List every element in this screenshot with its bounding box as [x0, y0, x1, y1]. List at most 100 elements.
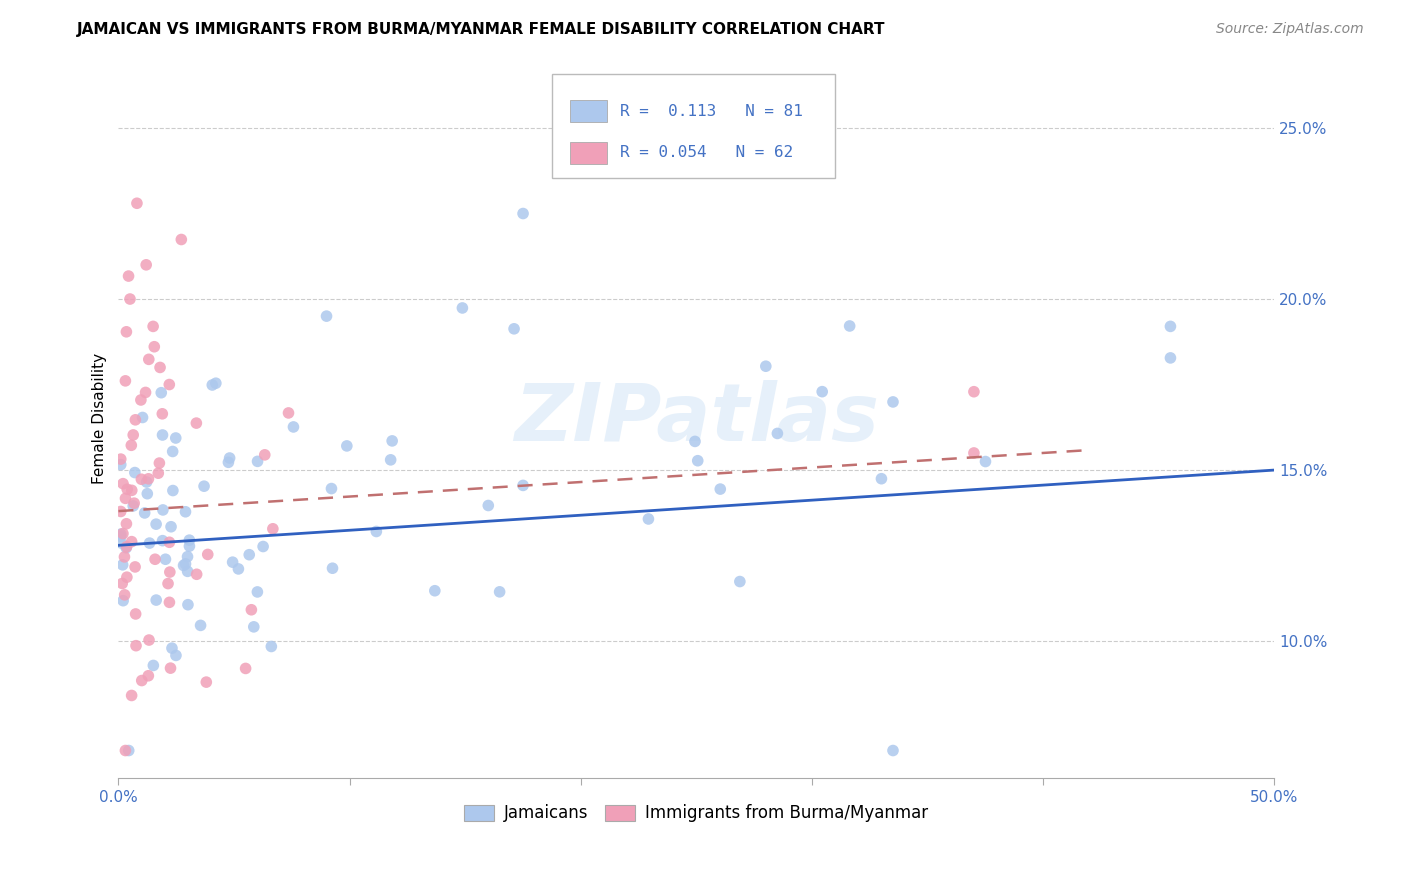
Point [315, 309, 337, 323]
Point [135, 258, 157, 272]
Point [162, 444, 184, 458]
Point [179, 533, 201, 548]
Point [115, 541, 138, 555]
Point [174, 557, 197, 571]
Point [115, 325, 138, 339]
Point [138, 472, 160, 486]
Text: ZIPatlas: ZIPatlas [515, 380, 879, 458]
FancyBboxPatch shape [571, 101, 607, 122]
Point [177, 598, 200, 612]
Point [149, 360, 172, 375]
Point [121, 689, 143, 703]
Point [122, 428, 145, 442]
Point [503, 322, 526, 336]
Point [162, 483, 184, 498]
Point [112, 593, 135, 607]
Point [142, 319, 165, 334]
Point [512, 206, 534, 220]
Point [125, 196, 148, 211]
Point [118, 743, 141, 757]
Point [160, 520, 183, 534]
Point [160, 641, 183, 656]
Point [811, 384, 834, 399]
Point [121, 534, 143, 549]
Point [755, 359, 778, 374]
Point [110, 452, 132, 467]
Point [125, 639, 148, 653]
Point [111, 526, 134, 541]
Point [152, 503, 174, 517]
Point [110, 458, 132, 472]
Point [218, 450, 240, 465]
Point [205, 376, 228, 391]
Point [135, 475, 157, 489]
Point [240, 603, 263, 617]
Point [122, 496, 145, 510]
FancyBboxPatch shape [553, 74, 835, 178]
Point [138, 536, 160, 550]
Point [157, 377, 180, 392]
Point [283, 420, 305, 434]
Point [197, 548, 219, 562]
Point [120, 438, 142, 452]
Point [262, 522, 284, 536]
FancyBboxPatch shape [571, 142, 607, 163]
Text: R =  0.113   N = 81: R = 0.113 N = 81 [620, 103, 803, 119]
Point [423, 583, 446, 598]
Point [170, 233, 193, 247]
Point [110, 504, 132, 518]
Point [683, 434, 706, 449]
Point [321, 561, 343, 575]
Point [152, 533, 174, 548]
Point [148, 466, 170, 480]
Point [159, 661, 181, 675]
Point [246, 454, 269, 468]
Point [477, 499, 499, 513]
Point [121, 483, 143, 498]
Point [870, 472, 893, 486]
Point [143, 340, 166, 354]
Point [110, 536, 132, 550]
Point [190, 618, 212, 632]
Point [488, 584, 510, 599]
Point [131, 410, 153, 425]
Point [114, 588, 136, 602]
Point [974, 454, 997, 468]
Point [157, 595, 180, 609]
Point [176, 565, 198, 579]
Point [217, 455, 239, 469]
Point [129, 392, 152, 407]
Point [838, 318, 860, 333]
Point [243, 620, 266, 634]
Y-axis label: Female Disability: Female Disability [93, 353, 107, 484]
Point [252, 540, 274, 554]
Point [114, 549, 136, 564]
Point [381, 434, 404, 448]
Point [115, 482, 138, 496]
Point [366, 524, 388, 539]
Point [115, 516, 138, 531]
Point [114, 491, 136, 506]
Point [336, 439, 359, 453]
Point [152, 428, 174, 442]
Point [637, 512, 659, 526]
Text: JAMAICAN VS IMMIGRANTS FROM BURMA/MYANMAR FEMALE DISABILITY CORRELATION CHART: JAMAICAN VS IMMIGRANTS FROM BURMA/MYANMA… [77, 22, 886, 37]
Point [963, 446, 986, 460]
Point [114, 743, 136, 757]
Point [118, 292, 141, 306]
Point [451, 301, 474, 315]
Point [142, 658, 165, 673]
Point [709, 482, 731, 496]
Point [138, 633, 160, 648]
Point [186, 567, 208, 582]
Point [193, 479, 215, 493]
Point [165, 431, 187, 445]
Point [136, 486, 159, 500]
Point [138, 669, 160, 683]
Point [157, 535, 180, 549]
Point [150, 385, 173, 400]
Point [134, 506, 156, 520]
Point [145, 593, 167, 607]
Point [122, 499, 145, 513]
Point [195, 675, 218, 690]
